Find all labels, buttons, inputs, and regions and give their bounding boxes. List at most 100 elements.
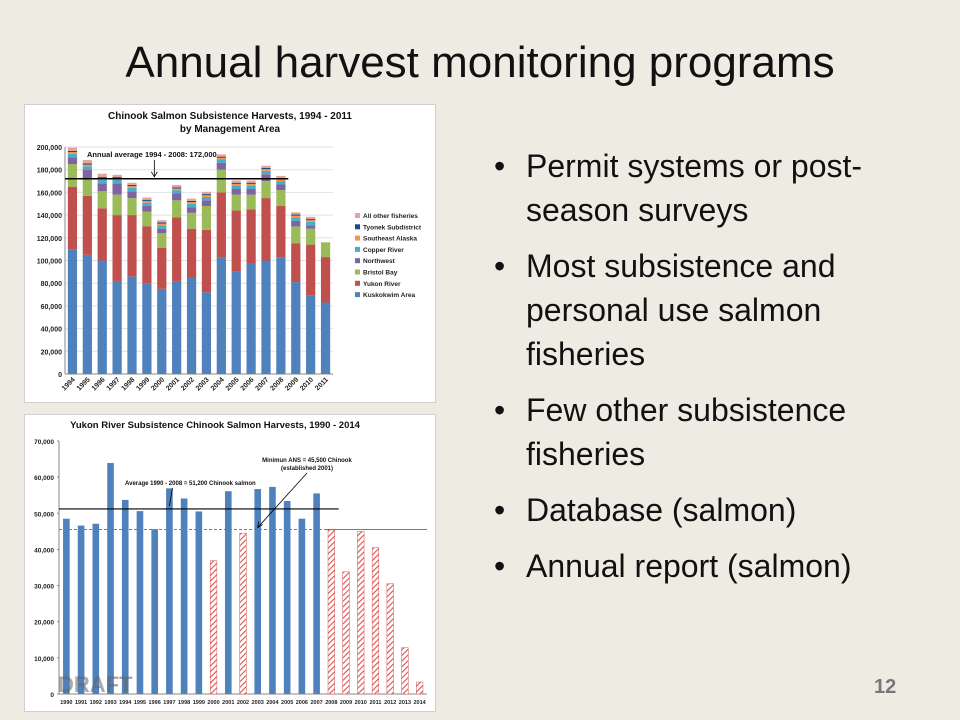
bar-segment — [291, 212, 301, 215]
bar-segment — [186, 198, 197, 201]
bar-segment — [276, 181, 286, 185]
bar — [298, 518, 306, 694]
chinook-harvest-by-area-chart: Chinook Salmon Subsistence Harvests, 199… — [24, 104, 436, 403]
bar-segment — [157, 225, 167, 229]
bar-segment — [172, 193, 182, 201]
ans-sublabel: (established 2001) — [281, 466, 333, 472]
bar-segment — [261, 181, 271, 199]
y-tick-label: 40,000 — [34, 547, 54, 554]
bar-segment — [231, 271, 241, 374]
bar-segment — [201, 191, 212, 195]
bar-segment — [306, 228, 316, 245]
x-tick-label: 1994 — [61, 376, 77, 392]
bar-segment — [201, 196, 212, 201]
legend-swatch — [355, 292, 360, 298]
bar — [121, 499, 129, 694]
bar-hatched — [239, 532, 247, 695]
x-tick-label: 1995 — [76, 376, 92, 392]
bar — [180, 498, 188, 694]
bar-segment — [142, 206, 152, 212]
bullet-item: Permit systems or post-season surveys — [490, 144, 930, 232]
bar-segment — [172, 217, 182, 281]
bar-segment — [112, 179, 122, 184]
legend-label: Northwest — [363, 258, 396, 265]
bar-segment — [112, 177, 122, 179]
bar-segment — [157, 233, 167, 249]
bar-segment — [261, 169, 271, 171]
bar-segment — [112, 194, 122, 216]
bar-segment — [216, 162, 226, 170]
bar-segment — [67, 186, 78, 250]
average-arrowhead — [150, 171, 158, 178]
x-tick-label: 2001 — [222, 700, 234, 706]
x-tick-label: 1995 — [134, 700, 146, 706]
bar-segment — [67, 152, 78, 154]
bar — [151, 529, 158, 694]
bar-segment — [201, 206, 212, 230]
x-tick-label: 2011 — [314, 376, 330, 392]
y-tick-label: 140,000 — [37, 213, 62, 220]
bar-segment — [127, 185, 137, 187]
bar-segment — [97, 177, 107, 179]
x-tick-label: 1990 — [60, 700, 72, 706]
bar-segment — [306, 244, 316, 296]
bar-segment — [186, 277, 197, 374]
bar-segment — [291, 217, 301, 221]
y-tick-label: 60,000 — [41, 304, 63, 311]
bar-segment — [246, 209, 256, 264]
bar — [195, 511, 203, 694]
legend-swatch — [355, 235, 360, 241]
bar-segment — [306, 225, 316, 229]
bullet-item: Most subsistence and personal use salmon… — [490, 244, 930, 376]
x-tick-label: 2009 — [340, 700, 352, 706]
bar-segment — [231, 210, 241, 272]
legend-swatch — [355, 213, 360, 218]
legend-swatch — [355, 269, 360, 275]
x-tick-label: 2002 — [180, 376, 196, 392]
bar-segment — [67, 164, 78, 187]
bar-segment — [216, 169, 226, 193]
x-tick-label: 2007 — [310, 700, 322, 706]
bar-segment — [142, 202, 152, 207]
ans-label: Minimun ANS = 45,500 Chinook — [262, 458, 352, 464]
bar-segment — [127, 198, 137, 216]
bar-segment — [261, 198, 271, 261]
bar-segment — [246, 183, 256, 186]
bar-segment — [231, 182, 241, 184]
bar-segment — [276, 175, 286, 179]
bar-hatched — [401, 647, 409, 695]
bar-segment — [216, 154, 226, 157]
bar-segment — [127, 182, 137, 186]
x-tick-label: 1993 — [104, 700, 116, 706]
bar-segment — [231, 183, 241, 186]
bar-segment — [291, 214, 301, 216]
bar-segment — [67, 157, 78, 165]
x-tick-label: 2011 — [370, 700, 382, 706]
chart-title: Chinook Salmon Subsistence Harvests, 199… — [108, 111, 352, 122]
bar-hatched — [327, 529, 335, 695]
x-tick-label: 2003 — [195, 376, 211, 392]
bar-segment — [186, 202, 197, 204]
legend-swatch — [355, 280, 360, 286]
y-tick-label: 160,000 — [37, 190, 62, 197]
bar-segment — [172, 188, 182, 191]
bar-hatched — [357, 531, 365, 695]
x-tick-label: 1992 — [90, 700, 102, 706]
bar-segment — [201, 194, 212, 196]
y-tick-label: 70,000 — [34, 439, 54, 446]
bar-segment — [291, 282, 301, 374]
x-tick-label: 2004 — [210, 376, 226, 392]
x-tick-label: 2006 — [240, 376, 256, 392]
y-tick-label: 100,000 — [37, 259, 62, 266]
bar-hatched — [416, 681, 424, 695]
bar-segment — [201, 292, 212, 374]
bar-hatched — [386, 583, 394, 695]
bar — [136, 511, 144, 694]
stacked-bar-chart-svg: Chinook Salmon Subsistence Harvests, 199… — [37, 111, 422, 392]
bar-segment — [291, 226, 301, 244]
x-tick-label: 2008 — [325, 700, 337, 706]
average-label: Annual average 1994 - 2008: 172,000 — [87, 150, 217, 159]
bar-segment — [112, 215, 122, 281]
legend-label: Tyonek Subdistrict — [363, 224, 422, 231]
bar-segment — [246, 194, 256, 210]
